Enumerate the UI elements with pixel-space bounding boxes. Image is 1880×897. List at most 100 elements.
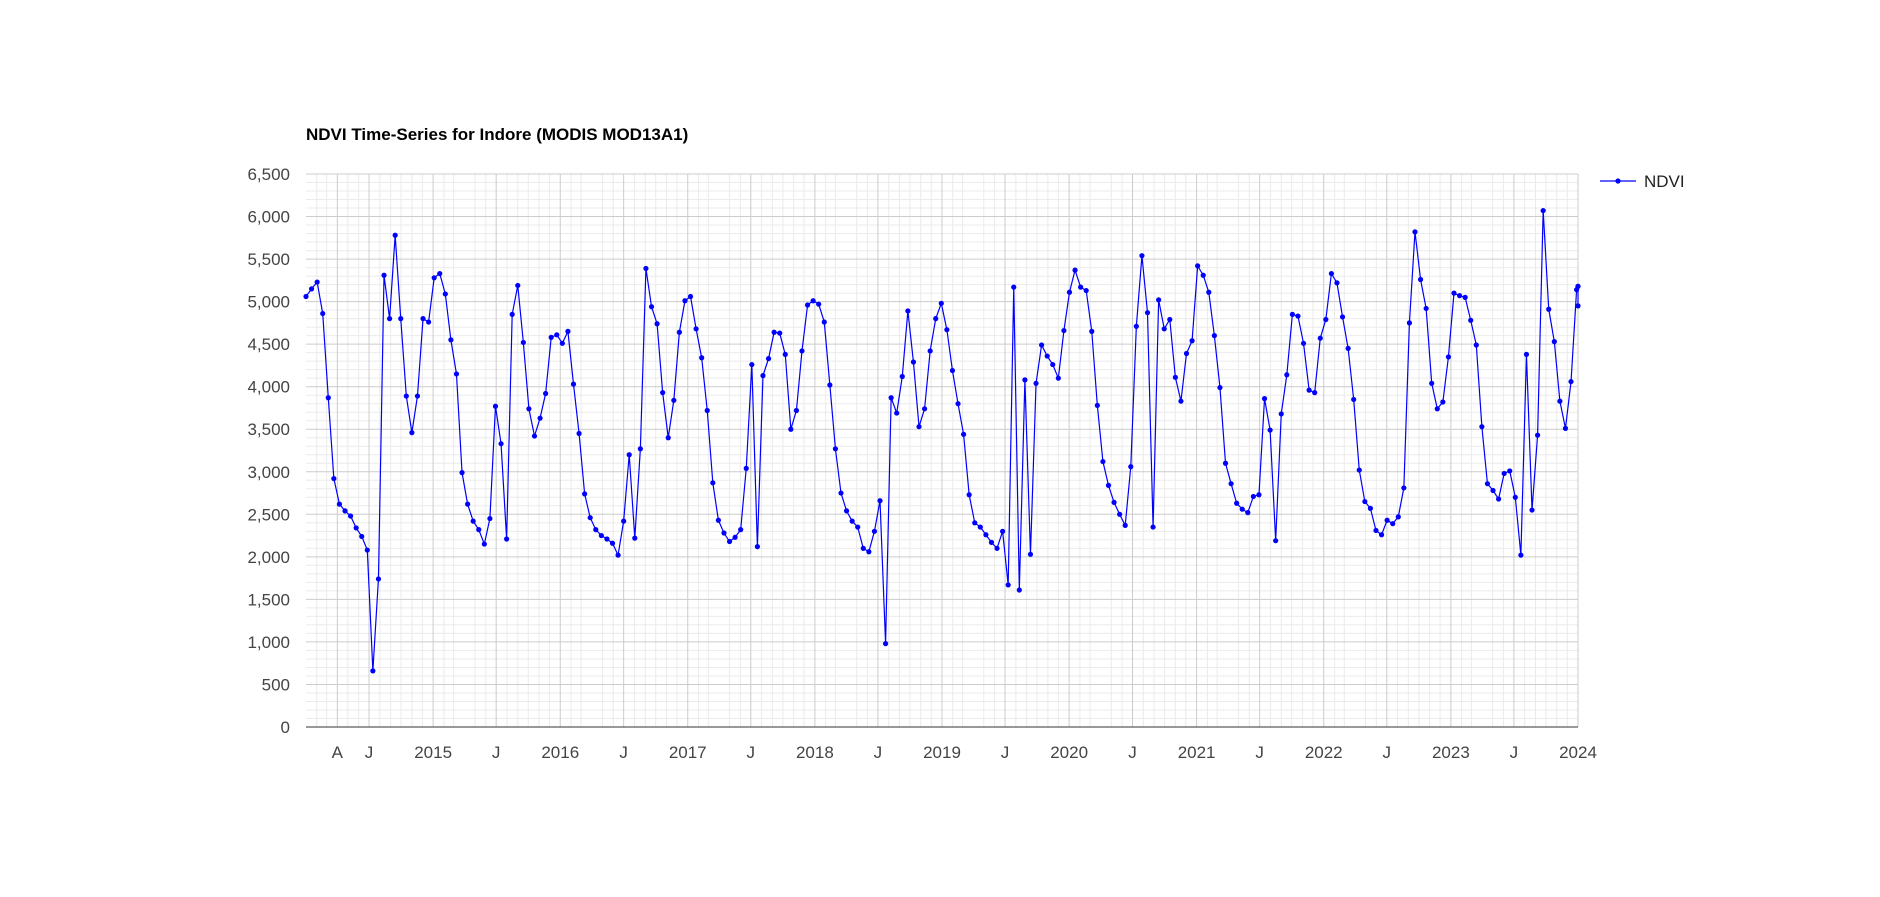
ndvi-data-point[interactable] [409,430,415,436]
ndvi-data-point[interactable] [392,232,398,238]
ndvi-data-point[interactable] [1150,524,1156,530]
ndvi-data-point[interactable] [1423,305,1429,312]
ndvi-data-point[interactable] [804,302,811,308]
ndvi-data-point[interactable] [994,545,1000,551]
ndvi-data-point[interactable] [860,545,866,551]
ndvi-data-point[interactable] [710,480,716,486]
ndvi-data-point[interactable] [1535,432,1541,438]
ndvi-data-point[interactable] [526,406,532,412]
ndvi-data-point[interactable] [1278,411,1284,417]
ndvi-data-point[interactable] [1273,538,1279,544]
ndvi-data-point[interactable] [537,415,543,421]
ndvi-data-point[interactable] [849,518,855,524]
ndvi-data-point[interactable] [816,301,822,307]
ndvi-data-point[interactable] [1055,375,1061,381]
ndvi-data-point[interactable] [977,524,983,530]
ndvi-data-point[interactable] [1005,582,1011,588]
ndvi-data-point[interactable] [1495,496,1502,502]
ndvi-data-point[interactable] [1575,303,1581,309]
ndvi-data-point[interactable] [582,491,588,497]
ndvi-data-point[interactable] [1200,272,1206,278]
ndvi-data-point[interactable] [1139,253,1145,259]
ndvi-data-point[interactable] [515,282,521,289]
ndvi-data-point[interactable] [810,298,816,304]
ndvi-data-point[interactable] [320,310,326,317]
ndvi-data-point[interactable] [760,373,766,379]
ndvi-data-point[interactable] [442,291,448,297]
ndvi-data-point[interactable] [1434,406,1440,412]
ndvi-data-point[interactable] [1100,458,1106,465]
ndvi-data-point[interactable] [626,452,632,458]
ndvi-data-point[interactable] [593,527,599,533]
ndvi-data-point[interactable] [1575,283,1581,289]
ndvi-data-point[interactable] [1429,380,1435,386]
ndvi-data-point[interactable] [966,492,972,498]
ndvi-data-point[interactable] [832,446,839,452]
ndvi-data-point[interactable] [960,431,967,437]
ndvi-data-point[interactable] [704,407,710,414]
ndvi-data-point[interactable] [1507,468,1513,474]
ndvi-data-point[interactable] [866,549,872,555]
ndvi-data-point[interactable] [381,272,387,278]
ndvi-data-point[interactable] [1144,310,1151,316]
ndvi-data-point[interactable] [933,316,939,322]
ndvi-data-point[interactable] [827,382,833,388]
ndvi-data-point[interactable] [1351,396,1357,403]
ndvi-data-point[interactable] [682,298,688,304]
ndvi-data-point[interactable] [1473,342,1479,348]
ndvi-data-point[interactable] [1546,306,1552,312]
ndvi-data-point[interactable] [882,641,889,647]
ndvi-data-point[interactable] [1518,552,1524,558]
legend[interactable]: NDVI [1600,172,1685,191]
ndvi-data-point[interactable] [1011,284,1017,290]
ndvi-data-point[interactable] [1468,317,1474,323]
ndvi-data-point[interactable] [342,508,348,514]
ndvi-data-point[interactable] [498,441,504,447]
ndvi-data-point[interactable] [643,265,649,272]
ndvi-data-point[interactable] [777,330,783,336]
ndvi-data-point[interactable] [1562,425,1569,431]
ndvi-data-point[interactable] [1094,402,1100,409]
ndvi-data-point[interactable] [403,393,409,399]
ndvi-data-point[interactable] [1239,506,1245,512]
ndvi-data-point[interactable] [308,286,315,292]
ndvi-data-point[interactable] [1033,380,1039,386]
ndvi-data-point[interactable] [331,475,337,482]
ndvi-data-point[interactable] [1222,460,1229,466]
ndvi-data-point[interactable] [531,433,538,439]
ndvi-data-point[interactable] [1339,314,1346,320]
ndvi-data-point[interactable] [693,326,699,332]
ndvi-data-point[interactable] [799,348,805,354]
ndvi-data-point[interactable] [983,532,989,538]
ndvi-data-point[interactable] [1451,290,1457,296]
ndvi-data-point[interactable] [1306,387,1312,393]
ndvi-data-point[interactable] [576,430,582,437]
ndvi-data-point[interactable] [465,501,471,507]
ndvi-data-point[interactable] [426,319,432,325]
ndvi-data-point[interactable] [476,527,482,533]
ndvi-data-point[interactable] [1312,390,1318,396]
ndvi-data-point[interactable] [565,328,571,334]
ndvi-data-point[interactable] [1540,207,1546,214]
ndvi-data-point[interactable] [877,498,883,504]
ndvi-data-point[interactable] [972,520,978,526]
ndvi-data-point[interactable] [843,508,850,514]
ndvi-data-point[interactable] [621,518,627,524]
ndvi-data-point[interactable] [1016,587,1022,593]
ndvi-data-point[interactable] [1228,481,1234,487]
ndvi-data-point[interactable] [1189,338,1195,344]
ndvi-data-point[interactable] [453,371,460,377]
ndvi-data-point[interactable] [949,367,956,374]
ndvi-data-point[interactable] [721,530,727,536]
ndvi-data-point[interactable] [754,544,761,550]
ndvi-data-point[interactable] [414,393,421,399]
ndvi-data-point[interactable] [899,373,905,380]
ndvi-data-point[interactable] [1362,498,1368,505]
ndvi-data-point[interactable] [1289,311,1295,317]
ndvi-data-point[interactable] [1568,378,1574,385]
ndvi-data-point[interactable] [604,536,610,542]
ndvi-data-point[interactable] [1317,335,1323,341]
ndvi-data-point[interactable] [504,536,510,542]
ndvi-data-point[interactable] [699,355,705,361]
ndvi-data-point[interactable] [1178,398,1184,404]
